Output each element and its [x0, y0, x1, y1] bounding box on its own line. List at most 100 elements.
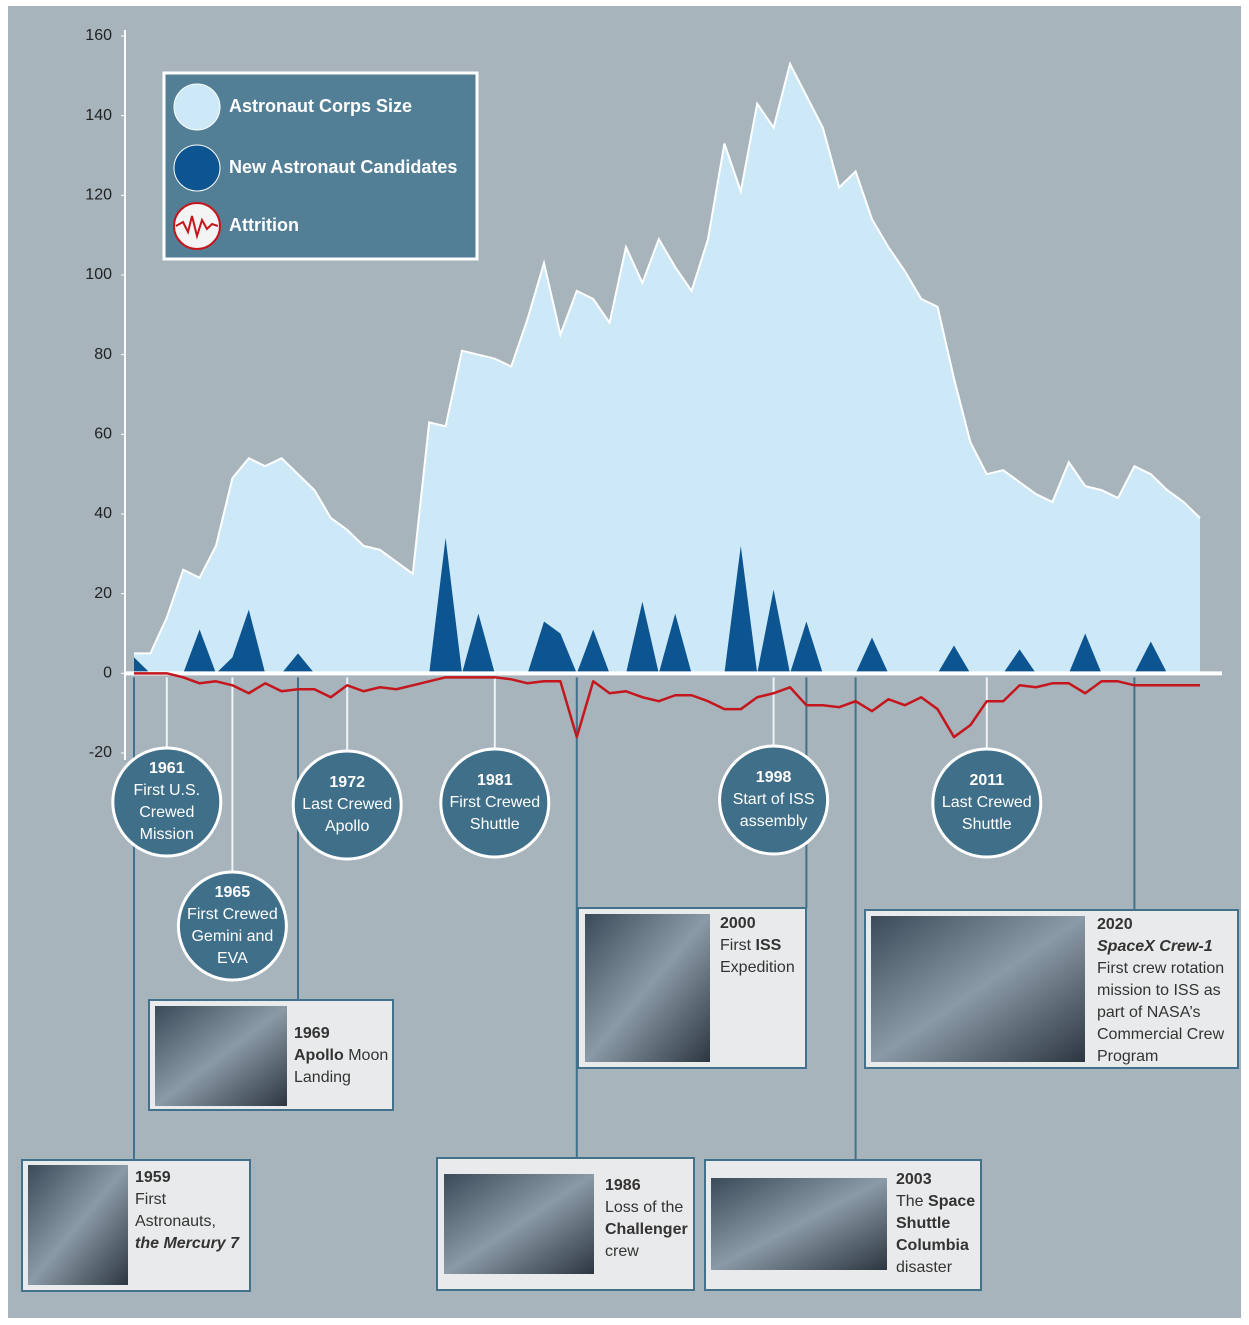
event-text-part: mission to ISS as: [1097, 982, 1221, 999]
y-tick-label: 20: [94, 585, 112, 602]
event-text-part: Columbia: [896, 1237, 969, 1254]
event-text-part: disaster: [896, 1259, 953, 1276]
event-text: part of NASA’s: [1097, 1004, 1200, 1021]
event-text: Last Crewed: [942, 794, 1032, 811]
event-year: 1986: [605, 1177, 641, 1194]
event-text: SpaceX Crew-1: [1097, 938, 1213, 955]
event-text: Commercial Crew: [1097, 1026, 1225, 1043]
y-tick-label: 60: [94, 426, 112, 443]
y-tick-label: 120: [85, 187, 112, 204]
event-text: First Crewed: [187, 906, 278, 923]
event-text: First Crewed: [449, 794, 540, 811]
event-text: Program: [1097, 1048, 1158, 1065]
legend: Astronaut Corps Size New Astronaut Candid…: [164, 73, 477, 259]
event-year: 2003: [896, 1171, 932, 1188]
event-text-part: Shuttle: [470, 816, 520, 833]
event-text: Challenger: [605, 1221, 688, 1238]
event-text-part: Crewed: [139, 804, 194, 821]
event-text-part: The: [896, 1193, 928, 1210]
event-text: Columbia: [896, 1237, 969, 1254]
event-text-part: Last Crewed: [942, 794, 1032, 811]
event-text-part: Moon: [344, 1047, 388, 1064]
event-text: the Mercury 7: [135, 1235, 240, 1252]
event-text: mission to ISS as: [1097, 982, 1221, 999]
event-text: assembly: [740, 813, 808, 830]
event-text-part: Apollo: [325, 818, 370, 835]
event-year: 2000: [720, 915, 756, 932]
event-text-part: Astronauts,: [135, 1213, 216, 1230]
event-text-part: Landing: [294, 1069, 351, 1086]
event-text-part: EVA: [217, 950, 248, 967]
event-photo: [28, 1165, 128, 1285]
event-text-part: First Crewed: [449, 794, 540, 811]
event-text-part: ISS: [756, 937, 782, 954]
event-text-part: SpaceX Crew-1: [1097, 938, 1213, 955]
event-photo: [155, 1006, 287, 1106]
event-text-part: assembly: [740, 813, 808, 830]
event-text: Expedition: [720, 959, 795, 976]
event-text: EVA: [217, 950, 248, 967]
event-text: Shuttle: [896, 1215, 950, 1232]
event-year: 1969: [294, 1025, 330, 1042]
legend-label: Attrition: [229, 215, 299, 235]
y-tick-label: 40: [94, 505, 112, 522]
event-year: 1981: [477, 772, 513, 789]
legend-icon: [174, 203, 220, 249]
event-text-part: crew: [605, 1243, 639, 1260]
event-text-part: First Crewed: [187, 906, 278, 923]
y-tick-label: 0: [103, 665, 112, 682]
event-text-part: Challenger: [605, 1221, 688, 1238]
event-text-part: First: [135, 1191, 167, 1208]
event-text-part: Mission: [140, 826, 194, 843]
event-text-part: Program: [1097, 1048, 1158, 1065]
event-text-part: Gemini and: [191, 928, 273, 945]
legend-icon: [174, 84, 220, 130]
event-photo: [585, 914, 710, 1062]
event-text-part: Loss of the: [605, 1199, 683, 1216]
event-text-part: Start of ISS: [733, 791, 815, 808]
event-text: First crew rotation: [1097, 960, 1224, 977]
event-text: Crewed: [139, 804, 194, 821]
infographic: 1959 First Astronauts, the Mercury 7 1961 Fir…: [0, 0, 1249, 1325]
event-text: Shuttle: [962, 816, 1012, 833]
event-text-part: Apollo: [294, 1047, 344, 1064]
event-photo: [444, 1174, 594, 1274]
legend-label: New Astronaut Candidates: [229, 157, 457, 177]
event-text-part: part of NASA’s: [1097, 1004, 1200, 1021]
event-text: Last Crewed: [302, 796, 392, 813]
event-text-part: Commercial Crew: [1097, 1026, 1225, 1043]
event-text-part: the Mercury 7: [135, 1235, 240, 1252]
legend-label: Astronaut Corps Size: [229, 96, 412, 116]
event-text: Mission: [140, 826, 194, 843]
event-text: crew: [605, 1243, 639, 1260]
event-text: First U.S.: [133, 782, 200, 799]
event-text: Gemini and: [191, 928, 273, 945]
event-text: Apollo Moon: [294, 1047, 388, 1064]
y-tick-label: -20: [89, 744, 112, 761]
legend-icon: [174, 145, 220, 191]
event-year: 1959: [135, 1169, 171, 1186]
event-text: Apollo: [325, 818, 370, 835]
event-text: Start of ISS: [733, 791, 815, 808]
event-text: disaster: [896, 1259, 953, 1276]
event-text-part: Shuttle: [962, 816, 1012, 833]
event-text: First: [135, 1191, 167, 1208]
event-text: The Space: [896, 1193, 975, 1210]
event-year: 2011: [969, 772, 1004, 789]
event-year: 1961: [149, 760, 185, 777]
event-text-part: First U.S.: [133, 782, 200, 799]
event-text: Loss of the: [605, 1199, 683, 1216]
event-text-part: Last Crewed: [302, 796, 392, 813]
event-year: 2020: [1097, 916, 1133, 933]
event-text: Shuttle: [470, 816, 520, 833]
event-photo: [711, 1178, 887, 1270]
event-text-part: First crew rotation: [1097, 960, 1224, 977]
y-tick-label: 80: [94, 346, 112, 363]
y-tick-label: 140: [85, 107, 112, 124]
event-text: Landing: [294, 1069, 351, 1086]
event-photo: [871, 916, 1085, 1062]
event-text: First ISS: [720, 937, 782, 954]
event-text-part: Expedition: [720, 959, 795, 976]
event-text: Astronauts,: [135, 1213, 216, 1230]
event-text-part: First: [720, 937, 756, 954]
